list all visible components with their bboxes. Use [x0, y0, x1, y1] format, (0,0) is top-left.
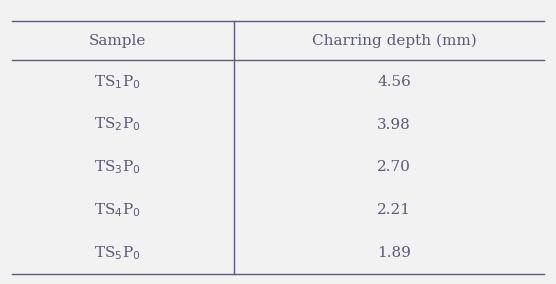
Text: 1.89: 1.89	[377, 246, 411, 260]
Text: 2.70: 2.70	[377, 160, 411, 174]
Text: TS$_3$P$_0$: TS$_3$P$_0$	[95, 158, 141, 176]
Text: TS$_1$P$_0$: TS$_1$P$_0$	[95, 73, 141, 91]
Text: 4.56: 4.56	[377, 75, 411, 89]
Text: 2.21: 2.21	[377, 203, 411, 217]
Text: TS$_4$P$_0$: TS$_4$P$_0$	[95, 201, 141, 219]
Text: TS$_2$P$_0$: TS$_2$P$_0$	[95, 116, 141, 133]
Text: Charring depth (mm): Charring depth (mm)	[312, 34, 476, 48]
Text: 3.98: 3.98	[378, 118, 411, 131]
Text: Sample: Sample	[89, 34, 146, 48]
Text: TS$_5$P$_0$: TS$_5$P$_0$	[95, 244, 141, 262]
